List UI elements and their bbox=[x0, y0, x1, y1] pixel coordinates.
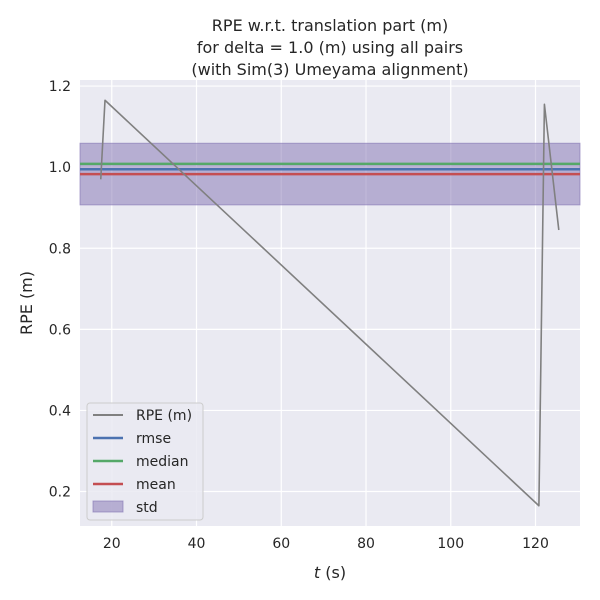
x-tick-label-80: 80 bbox=[357, 536, 375, 552]
y-tick-label-0.6: 0.6 bbox=[49, 322, 71, 338]
legend-swatch-std bbox=[92, 500, 124, 513]
x-tick-label-20: 20 bbox=[103, 536, 121, 552]
legend-label-median: median bbox=[136, 454, 188, 470]
y-tick-label-0.8: 0.8 bbox=[49, 241, 71, 257]
x-tick-label-60: 60 bbox=[272, 536, 290, 552]
x-axis-ticks: 20 40 60 80 100 120 bbox=[103, 536, 549, 552]
y-tick-label-1.2: 1.2 bbox=[49, 79, 71, 95]
series-layer bbox=[99, 99, 560, 507]
x-tick-label-100: 100 bbox=[437, 536, 464, 552]
y-axis-label: RPE (m) bbox=[17, 271, 36, 335]
series-line-0 bbox=[99, 99, 560, 507]
legend-label-std: std bbox=[136, 500, 158, 516]
stat-lines bbox=[80, 162, 580, 176]
title-line-2: for delta = 1.0 (m) using all pairs bbox=[197, 38, 463, 57]
title-line-3: (with Sim(3) Umeyama alignment) bbox=[191, 60, 468, 79]
x-tick-label-40: 40 bbox=[188, 536, 206, 552]
legend-label-rpe: RPE (m) bbox=[136, 408, 192, 424]
y-axis-ticks: 0.2 0.4 0.6 0.8 1.0 1.2 bbox=[49, 79, 71, 500]
y-tick-label-0.4: 0.4 bbox=[49, 403, 71, 419]
legend: RPE (m) rmse median mean std bbox=[86, 402, 204, 521]
y-tick-label-1.0: 1.0 bbox=[49, 160, 71, 176]
legend-box bbox=[86, 402, 204, 521]
legend-label-mean: mean bbox=[136, 477, 176, 493]
legend-label-rmse: rmse bbox=[136, 431, 171, 447]
title-line-1: RPE w.r.t. translation part (m) bbox=[212, 16, 448, 35]
x-axis-label: t (s) bbox=[314, 563, 346, 582]
chart-title: RPE w.r.t. translation part (m) for delt… bbox=[191, 16, 468, 79]
x-tick-label-120: 120 bbox=[522, 536, 549, 552]
y-tick-label-0.2: 0.2 bbox=[49, 485, 71, 501]
